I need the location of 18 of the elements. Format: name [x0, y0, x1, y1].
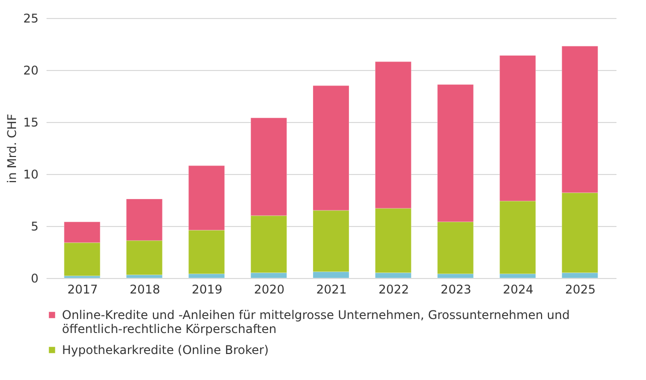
- y-tick-label: 10: [23, 168, 38, 182]
- x-tick-label: 2021: [316, 282, 347, 296]
- legend-label: Online-Kredite und -Anleihen für mittelgrosse Unternehmen, Grossunternehmen und öffentlich-rechtliche Körperschaften: [62, 308, 570, 336]
- y-tick-label: 15: [23, 116, 38, 130]
- x-tick-label: 2020: [254, 282, 285, 296]
- x-tick-label: 2019: [192, 282, 222, 296]
- x-tick-label: 2024: [502, 282, 534, 296]
- y-tick-label: 20: [23, 64, 38, 78]
- legend-label: Hypothekarkredite (Online Broker): [62, 343, 269, 357]
- y-tick-label: 0: [30, 272, 38, 286]
- x-tick-label: 2022: [378, 282, 409, 296]
- y-axis-title: in Mrd. CHF: [5, 114, 20, 184]
- y-tick-label: 25: [23, 12, 38, 26]
- x-tick-label: 2025: [565, 282, 596, 296]
- x-tick-label: 2017: [67, 282, 98, 296]
- x-tick-label: 2018: [130, 282, 160, 296]
- y-tick-label: 5: [30, 220, 38, 234]
- x-tick-label: 2023: [440, 282, 472, 296]
